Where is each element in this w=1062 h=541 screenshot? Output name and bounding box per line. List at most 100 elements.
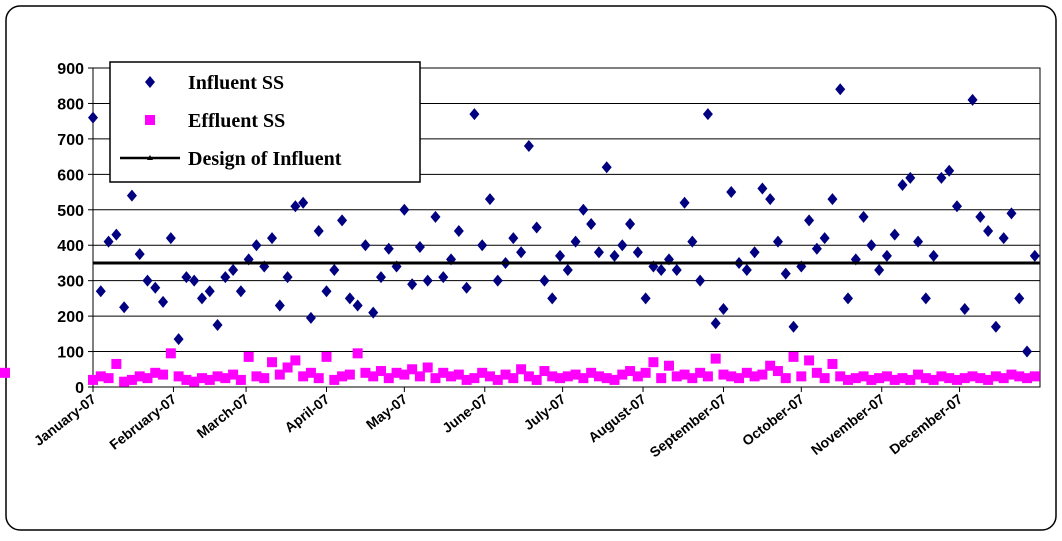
point	[204, 374, 215, 385]
point	[523, 139, 534, 152]
point	[975, 373, 986, 384]
point	[344, 369, 355, 380]
point	[765, 193, 776, 206]
point	[905, 374, 916, 385]
point	[453, 369, 464, 380]
point	[967, 371, 978, 382]
point	[920, 373, 931, 384]
point	[150, 281, 161, 294]
point	[835, 83, 846, 96]
point	[1006, 369, 1017, 380]
point	[492, 274, 503, 287]
point	[228, 264, 239, 277]
point	[866, 239, 877, 252]
point	[967, 93, 978, 106]
point	[189, 274, 200, 287]
point	[593, 371, 604, 382]
point	[228, 369, 239, 380]
point	[586, 217, 597, 230]
point	[461, 281, 472, 294]
point	[484, 371, 495, 382]
point	[858, 371, 869, 382]
point	[741, 367, 752, 378]
point	[913, 235, 924, 248]
point	[843, 374, 854, 385]
point	[453, 225, 464, 238]
point	[889, 374, 900, 385]
point	[516, 246, 527, 259]
point	[710, 353, 721, 364]
point	[835, 371, 846, 382]
point	[811, 242, 822, 255]
point	[757, 369, 768, 380]
point	[928, 374, 939, 385]
point	[220, 271, 231, 284]
point	[196, 373, 207, 384]
legend-marker	[145, 76, 155, 88]
point	[204, 285, 215, 298]
point	[804, 214, 815, 227]
point	[687, 373, 698, 384]
point	[368, 371, 379, 382]
point	[936, 371, 947, 382]
point	[1029, 371, 1040, 382]
point	[360, 367, 371, 378]
point	[702, 108, 713, 121]
point	[134, 371, 145, 382]
point	[928, 249, 939, 262]
legend-label: Design of Influent	[188, 148, 342, 170]
point	[539, 366, 550, 377]
point	[874, 264, 885, 277]
point	[772, 366, 783, 377]
point	[718, 369, 729, 380]
point	[671, 264, 682, 277]
y-tick-label: 600	[57, 167, 84, 184]
point	[819, 373, 830, 384]
point	[827, 358, 838, 369]
point	[593, 246, 604, 259]
legend-marker	[145, 115, 155, 125]
point	[375, 366, 386, 377]
point	[741, 264, 752, 277]
point	[430, 210, 441, 223]
point	[679, 196, 690, 209]
point	[461, 374, 472, 385]
point	[632, 371, 643, 382]
point	[399, 203, 410, 216]
point	[983, 374, 994, 385]
point	[944, 164, 955, 177]
point	[111, 228, 122, 241]
y-tick-label: 800	[57, 96, 84, 113]
point	[959, 373, 970, 384]
point	[772, 235, 783, 248]
point	[617, 369, 628, 380]
point	[609, 374, 620, 385]
point	[780, 373, 791, 384]
point	[298, 371, 309, 382]
point	[500, 369, 511, 380]
point	[508, 232, 519, 245]
point	[235, 374, 246, 385]
point	[181, 374, 192, 385]
point	[414, 240, 425, 253]
y-tick-label: 400	[57, 238, 84, 255]
legend-label: Effluent SS	[188, 110, 285, 132]
point	[531, 221, 542, 234]
point	[469, 108, 480, 121]
point	[298, 196, 309, 209]
point	[313, 225, 324, 238]
point	[726, 371, 737, 382]
point	[601, 373, 612, 384]
point	[671, 371, 682, 382]
point	[555, 249, 566, 262]
point	[983, 225, 994, 238]
point	[158, 295, 169, 308]
point	[375, 271, 386, 284]
legend	[109, 61, 421, 183]
point	[134, 248, 145, 261]
point	[804, 355, 815, 366]
point	[305, 311, 316, 324]
point	[119, 301, 130, 314]
point	[422, 362, 433, 373]
